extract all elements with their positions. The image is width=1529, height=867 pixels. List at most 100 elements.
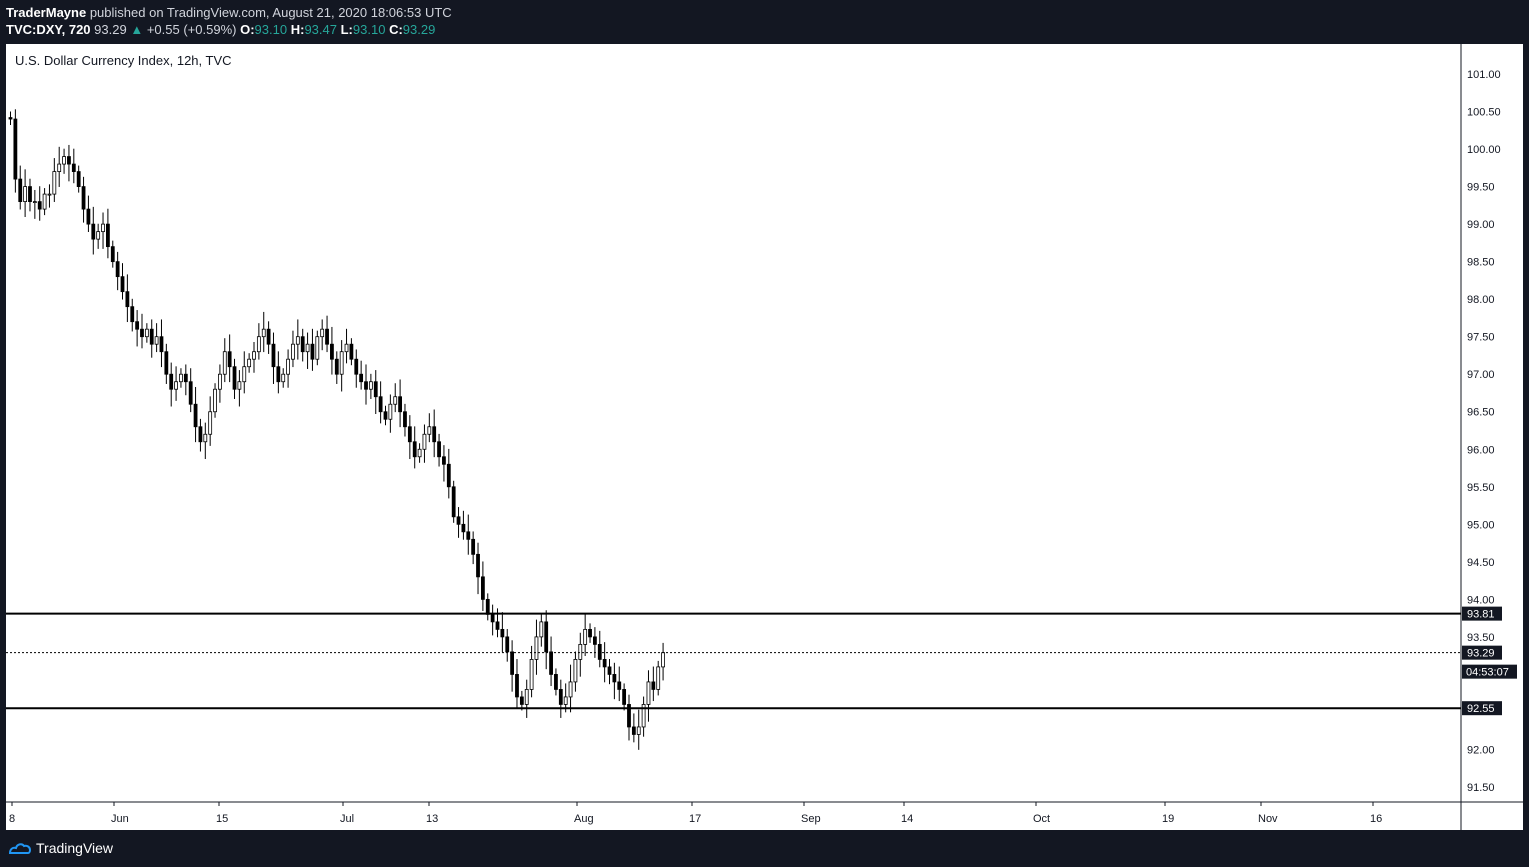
candle-129 <box>636 709 641 750</box>
candle-42 <box>213 383 217 418</box>
candle-6 <box>37 186 42 221</box>
candle-54 <box>271 332 276 384</box>
chart-title: U.S. Dollar Currency Index, 12h, TVC <box>15 53 232 68</box>
candle-72 <box>359 360 364 390</box>
level-label-93.81: 93.81 <box>1467 609 1495 621</box>
candle-86 <box>427 413 432 443</box>
countdown-bg <box>1462 664 1517 679</box>
candle-78 <box>388 394 393 433</box>
tradingview-logo[interactable]: TradingView <box>8 840 113 856</box>
time-tick-label-9: Oct <box>1033 813 1050 825</box>
candle-39 <box>198 418 203 452</box>
level-label-bg-1 <box>1462 701 1502 716</box>
ohlc-legend: TVC:DXY, 720 93.29 ▲ +0.55 (+0.59%) O:93… <box>6 22 435 37</box>
chart-area[interactable]: U.S. Dollar Currency Index, 12h, TVC 93.… <box>6 44 1523 830</box>
price-tick-label-2: 100.00 <box>1467 144 1501 156</box>
price-tick-label-7: 97.50 <box>1467 332 1495 344</box>
open-label: O: <box>240 22 255 37</box>
candle-81 <box>403 403 407 437</box>
candle-124 <box>612 662 617 700</box>
candle-98 <box>485 593 490 621</box>
price-tick-label-15: 93.50 <box>1467 632 1495 644</box>
candle-70 <box>349 338 354 366</box>
candle-4 <box>28 178 32 212</box>
candle-47 <box>237 370 242 407</box>
candle-62 <box>310 328 315 371</box>
candle-44 <box>222 338 227 383</box>
candle-53 <box>266 321 271 354</box>
candles-group <box>8 109 665 750</box>
candle-89 <box>442 445 446 482</box>
candle-46 <box>232 358 237 399</box>
candle-48 <box>242 351 247 394</box>
candle-110 <box>544 610 549 670</box>
time-tick-label-2: 15 <box>216 813 228 825</box>
candle-41 <box>208 396 213 446</box>
candle-43 <box>218 364 222 403</box>
candle-94 <box>466 514 471 555</box>
level-label-93.29: 93.29 <box>1467 648 1495 660</box>
candle-60 <box>300 328 305 362</box>
brand-name: TradingView <box>36 840 114 856</box>
candle-76 <box>378 381 383 424</box>
candle-36 <box>183 364 188 396</box>
candle-65 <box>325 315 329 353</box>
price-tick-label-8: 97.00 <box>1467 369 1495 381</box>
candle-16 <box>86 195 91 232</box>
candle-61 <box>305 332 310 369</box>
price-tick-label-12: 95.00 <box>1467 519 1495 531</box>
high-label: H: <box>290 22 305 37</box>
candle-28 <box>144 323 149 343</box>
candle-9 <box>52 158 57 202</box>
price-tick-label-10: 96.00 <box>1467 444 1495 456</box>
price-axis[interactable]: 101.00 100.50 100.00 99.50 99.00 98.50 98.00 97… <box>1467 69 1501 794</box>
candle-77 <box>383 405 388 426</box>
horizontal-lines-group: 93.81 92.55 93.29 04:53:07 <box>6 606 1517 716</box>
candlestick-chart[interactable]: U.S. Dollar Currency Index, 12h, TVC 93.… <box>6 44 1523 830</box>
candle-105 <box>519 690 524 711</box>
price-tick-label-4: 99.00 <box>1467 219 1495 231</box>
candle-33 <box>169 362 174 407</box>
price-tick-label-0: 101.00 <box>1467 69 1501 81</box>
price-tick-label-6: 98.00 <box>1467 294 1495 306</box>
time-axis[interactable]: 8 Jun 15 Jul 13 Aug 17 Sep 14 Oct 19 Nov 16 <box>9 802 1382 825</box>
candle-30 <box>154 323 159 353</box>
candle-40 <box>203 422 208 460</box>
time-tick-label-3: Jul <box>340 813 354 825</box>
high-value: 93.47 <box>304 22 337 37</box>
candle-18 <box>96 223 101 249</box>
candle-92 <box>456 507 461 538</box>
author-name[interactable]: TraderMayne <box>6 5 87 20</box>
candle-132 <box>651 666 656 702</box>
candle-121 <box>597 630 602 668</box>
candle-118 <box>583 614 588 657</box>
time-tick-label-10: 19 <box>1162 813 1174 825</box>
price-change: +0.55 (+0.59%) <box>146 22 237 37</box>
time-tick-label-6: 17 <box>689 813 701 825</box>
published-text: published on TradingView.com, August 21,… <box>89 5 452 20</box>
price-tick-label-9: 96.50 <box>1467 407 1495 419</box>
candle-45 <box>227 334 232 383</box>
candle-75 <box>373 370 378 414</box>
price-tick-label-11: 95.50 <box>1467 482 1495 494</box>
candle-49 <box>247 353 252 373</box>
candle-64 <box>320 319 325 351</box>
candle-80 <box>398 379 403 428</box>
candle-69 <box>344 328 349 364</box>
time-tick-label-11: Nov <box>1258 813 1278 825</box>
triangle-up-icon: ▲ <box>130 22 144 37</box>
candle-59 <box>295 319 300 360</box>
candle-1 <box>13 109 18 193</box>
candle-21 <box>110 240 115 268</box>
candle-29 <box>149 319 154 358</box>
candle-84 <box>417 443 422 463</box>
candle-106 <box>524 679 529 718</box>
candle-22 <box>115 251 120 291</box>
candle-116 <box>573 651 578 692</box>
candle-51 <box>256 323 261 360</box>
candle-31 <box>159 319 164 368</box>
candle-38 <box>193 386 198 443</box>
candle-15 <box>81 176 86 223</box>
price-tick-label-3: 99.50 <box>1467 182 1495 194</box>
candle-73 <box>364 364 368 405</box>
